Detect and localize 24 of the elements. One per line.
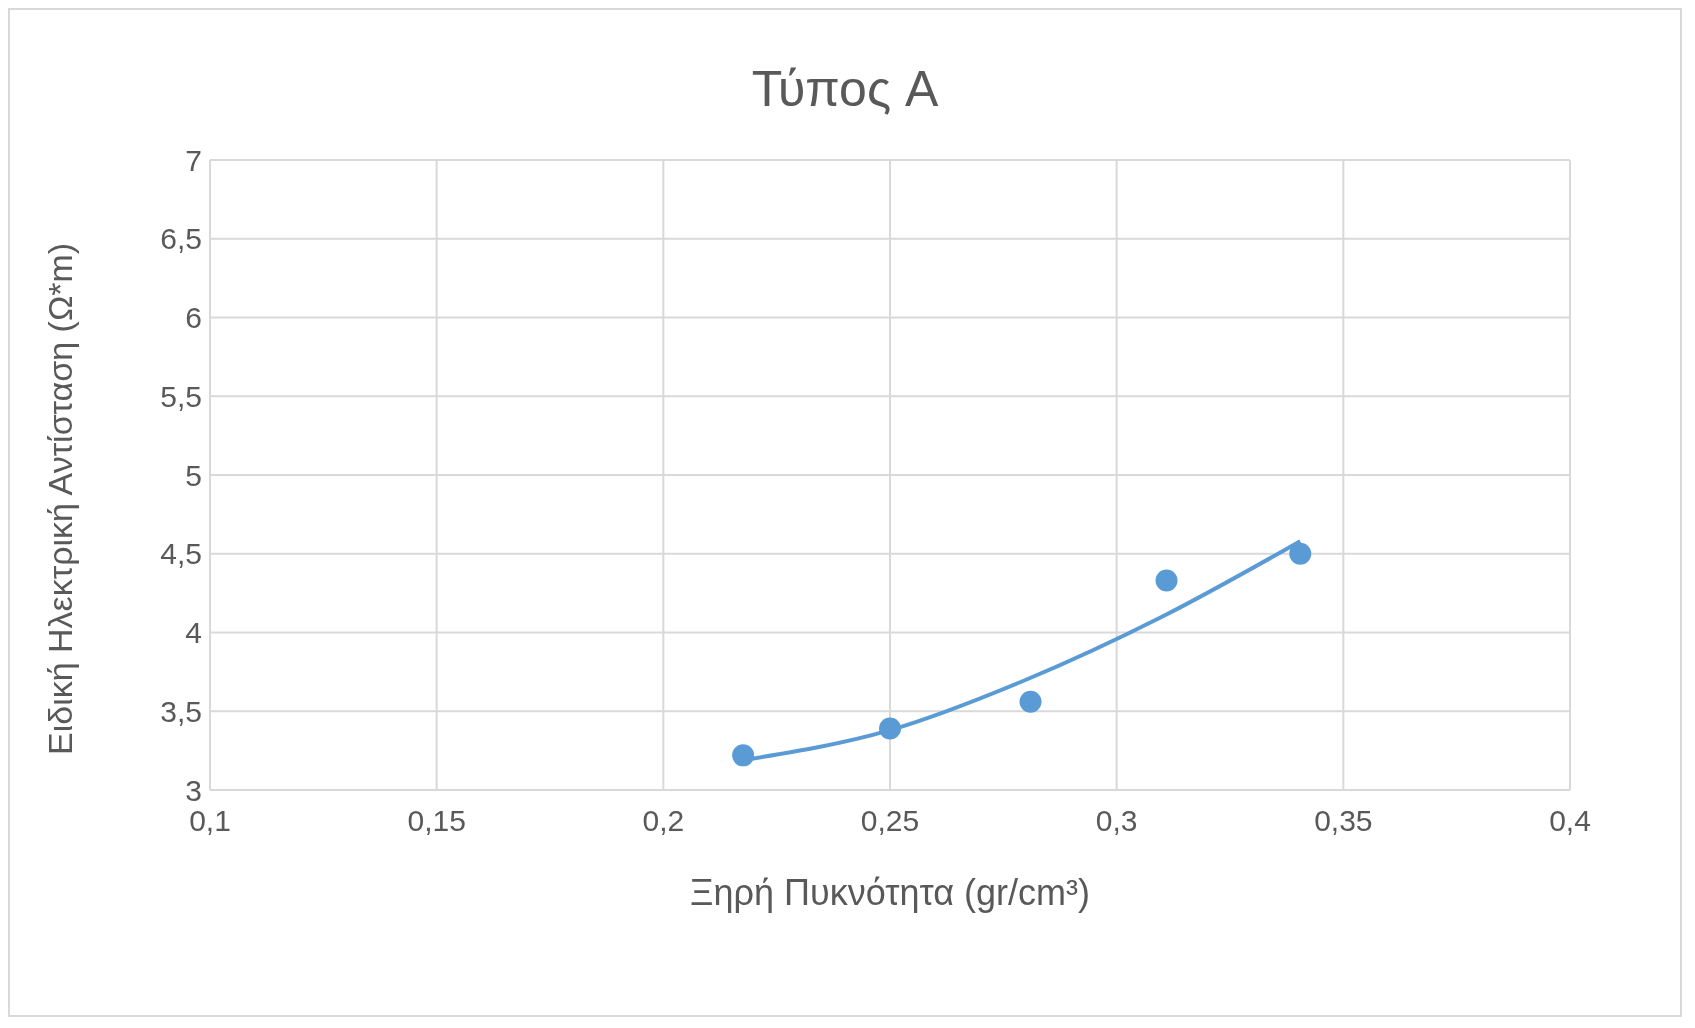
x-tick-label: 0,2 xyxy=(642,804,685,838)
y-tick-label: 3,5 xyxy=(160,694,202,728)
y-tick-label: 7 xyxy=(185,143,202,177)
y-tick-label: 6,5 xyxy=(160,222,202,256)
x-tick-label: 0,15 xyxy=(407,804,466,838)
y-tick-label: 6 xyxy=(185,301,202,335)
y-tick-label: 5,5 xyxy=(160,379,202,413)
x-tick-label: 0,35 xyxy=(1314,804,1373,838)
point xyxy=(1155,569,1178,592)
x-axis-title: Ξηρή Πυκνότητα (gr/cm³) xyxy=(690,872,1090,913)
point xyxy=(1019,690,1042,713)
chart-title: Τύπος A xyxy=(750,60,940,119)
x-tick-label: 0,3 xyxy=(1095,804,1138,838)
x-tick-label: 0,1 xyxy=(189,804,231,838)
point xyxy=(732,744,755,767)
y-tick-label: 4 xyxy=(185,616,202,650)
point xyxy=(879,717,901,740)
x-tick-label: 0,4 xyxy=(1549,804,1591,838)
x-tick-label: 0,25 xyxy=(860,804,920,838)
y-tick-label: 5 xyxy=(185,458,202,492)
y-tick-label: 4,5 xyxy=(160,537,202,571)
y-axis-title: Ειδική Ηλεκτρική Αντίσταση (Ω*m) xyxy=(41,242,80,755)
point xyxy=(1289,542,1312,565)
y-tick-label: 3 xyxy=(185,773,202,807)
